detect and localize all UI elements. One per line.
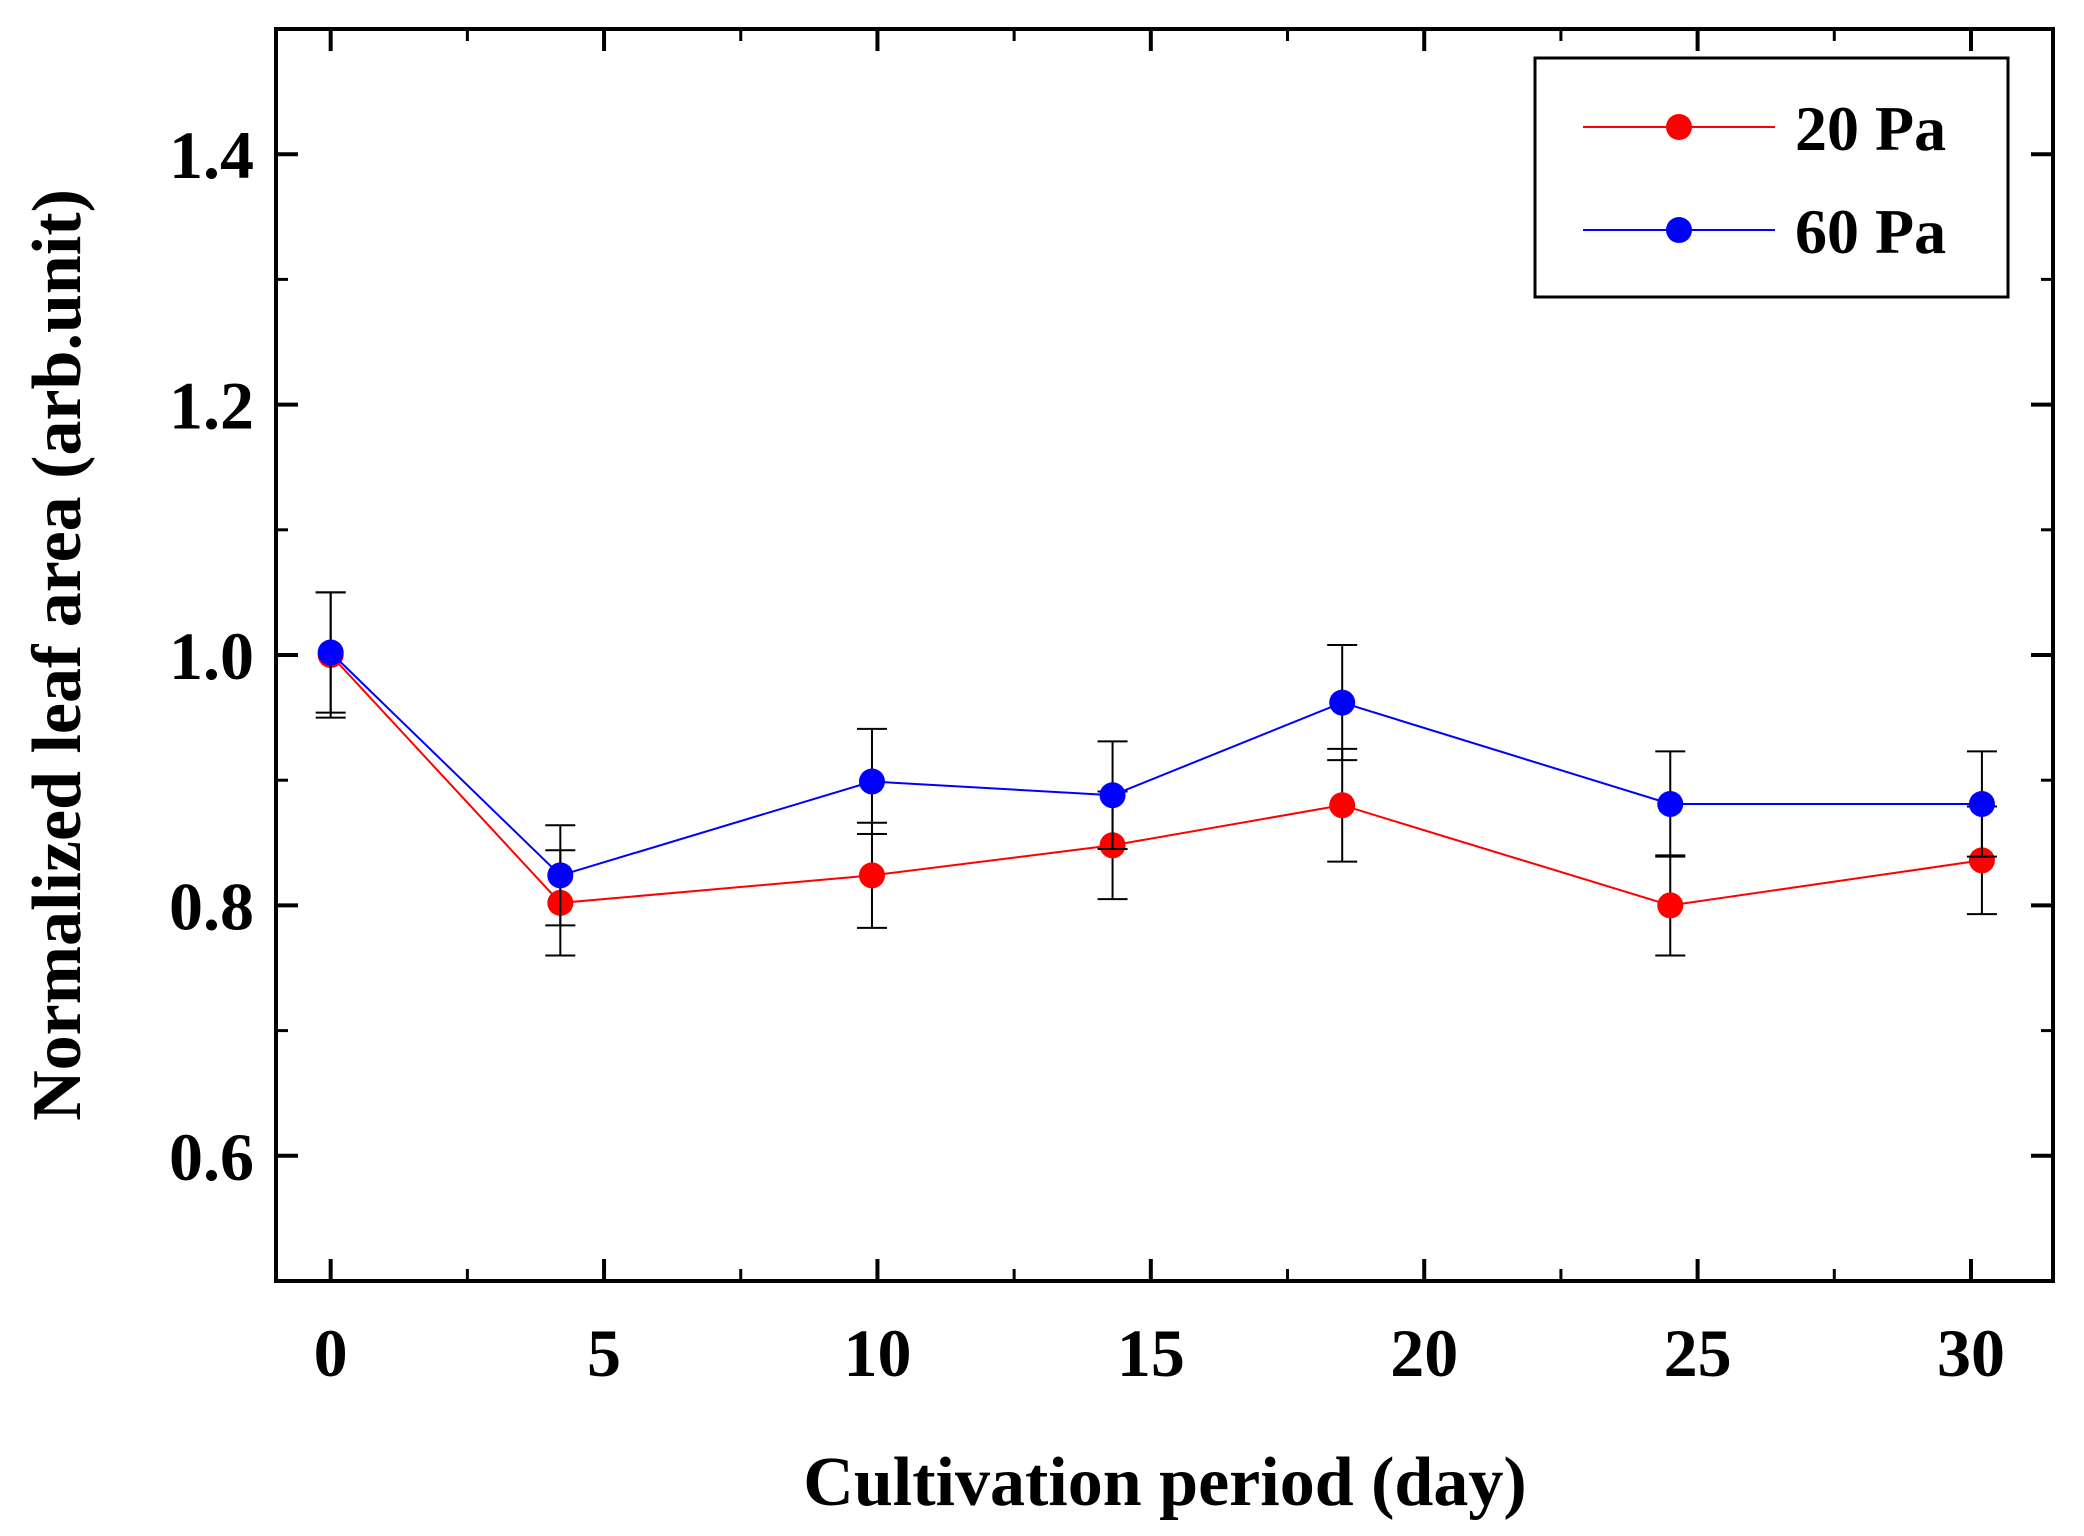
x-tick-label: 15 bbox=[1117, 1315, 1185, 1391]
data-point-60pa bbox=[547, 862, 574, 889]
series-20pa bbox=[315, 591, 1997, 957]
legend-label-60pa: 60 Pa bbox=[1795, 196, 1946, 267]
legend-label-20pa: 20 Pa bbox=[1795, 93, 1946, 164]
x-tick-label: 10 bbox=[843, 1315, 911, 1391]
y-tick-label: 1.2 bbox=[169, 368, 254, 444]
y-tick-label: 0.6 bbox=[169, 1119, 254, 1195]
data-point-60pa bbox=[1329, 689, 1356, 716]
data-point-20pa bbox=[1329, 792, 1356, 819]
x-tick-label: 5 bbox=[587, 1315, 621, 1391]
series-line-60pa bbox=[330, 651, 1982, 877]
data-point-60pa bbox=[1099, 782, 1126, 809]
y-axis-title: Normalized leaf area (arb.unit) bbox=[19, 189, 96, 1121]
data-point-60pa bbox=[858, 768, 885, 795]
x-tick-label: 30 bbox=[1937, 1315, 2005, 1391]
x-tick-label: 25 bbox=[1664, 1315, 1732, 1391]
y-tick-label: 1.0 bbox=[169, 618, 254, 694]
series-layer bbox=[315, 591, 1997, 957]
legend-marker-20pa bbox=[1666, 114, 1692, 140]
x-tick-label: 0 bbox=[314, 1315, 348, 1391]
data-point-60pa bbox=[317, 639, 344, 666]
x-axis-ticks: 0 5 10 15 20 25 30 bbox=[314, 29, 2005, 1391]
data-point-60pa bbox=[1657, 790, 1684, 817]
y-tick-label: 0.8 bbox=[169, 868, 254, 944]
x-axis-title: Cultivation period (day) bbox=[803, 1444, 1526, 1521]
series-60pa bbox=[315, 591, 1997, 927]
data-point-20pa bbox=[858, 862, 885, 889]
series-line-20pa bbox=[329, 654, 1983, 907]
y-axis-ticks: 0.6 0.8 1.0 1.2 1.4 bbox=[169, 117, 2053, 1195]
data-point-20pa bbox=[1968, 847, 1995, 874]
legend: 20 Pa 60 Pa bbox=[1533, 56, 2010, 299]
data-point-20pa bbox=[1657, 892, 1684, 919]
legend-marker-60pa bbox=[1666, 217, 1692, 243]
legend-box bbox=[1533, 56, 2010, 299]
x-tick-label: 20 bbox=[1390, 1315, 1458, 1391]
y-tick-label: 1.4 bbox=[169, 117, 254, 193]
data-point-60pa bbox=[1968, 790, 1995, 817]
